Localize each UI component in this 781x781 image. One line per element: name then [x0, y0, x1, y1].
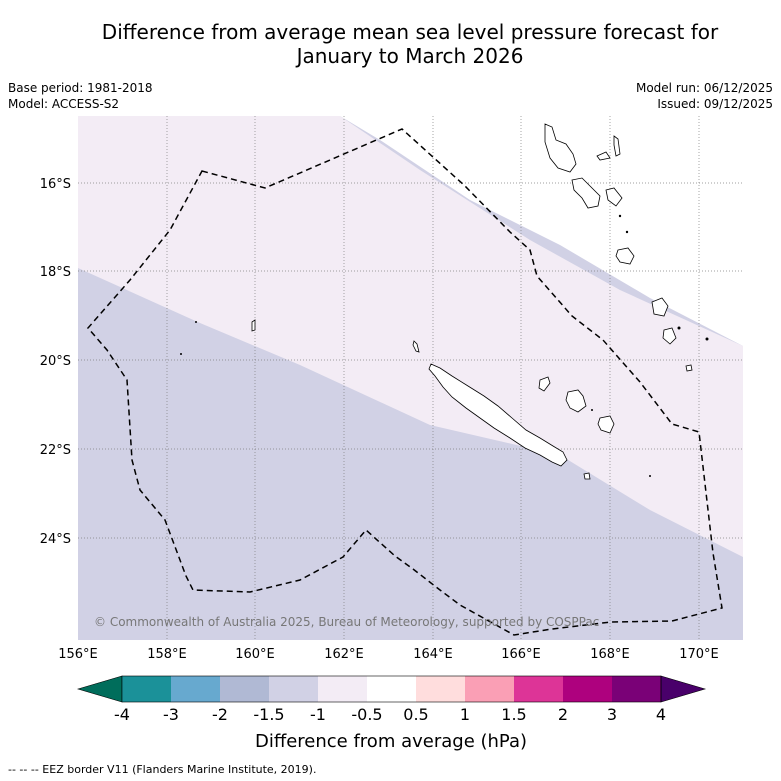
eez-border	[87, 128, 723, 636]
islet	[705, 337, 709, 341]
pentecost-island	[605, 187, 623, 207]
lat-label: 20°S	[40, 354, 71, 369]
colorbar-tick-label: 0.5	[403, 705, 428, 724]
lon-label: 170°E	[679, 647, 719, 662]
eez-footnote: -- -- -- EEZ border V11 (Flanders Marine…	[8, 763, 317, 776]
islets	[180, 214, 709, 477]
efate-island	[615, 247, 635, 265]
colorbar-tick-label: 2	[558, 705, 568, 724]
colorbar-segment	[465, 676, 514, 702]
chart-title-line2: January to March 2026	[296, 44, 524, 68]
copyright-notice: © Commonwealth of Australia 2025, Bureau…	[94, 615, 599, 629]
colorbar-segment	[122, 676, 171, 702]
colorbar-tick-label: -1	[310, 705, 326, 724]
colorbar-extend-high	[660, 675, 707, 703]
colorbar: -4 -3 -2 -1.5 -1 -0.5 0.5 1 1.5 2 3 4 Di…	[76, 675, 707, 752]
ambae-island	[596, 151, 611, 161]
erromango-island	[651, 297, 669, 317]
colorbar-tick-label: 1.5	[501, 705, 526, 724]
aneityum-island	[685, 364, 693, 372]
islet	[649, 475, 651, 477]
lat-label: 16°S	[40, 177, 71, 192]
colorbar-tick-label: -1.5	[253, 705, 284, 724]
colorbar-segment	[171, 676, 220, 702]
colorbar-segment	[563, 676, 612, 702]
lon-label: 166°E	[501, 647, 541, 662]
lifou-island	[565, 389, 587, 413]
colorbar-segment	[416, 676, 465, 702]
colorbar-frame	[121, 675, 662, 703]
malakula-island	[571, 177, 601, 209]
issued-date: Issued: 09/12/2025	[657, 97, 773, 111]
ouvea-island	[538, 376, 551, 392]
graticule	[78, 116, 743, 640]
chesterfield-island	[251, 319, 256, 332]
islet	[677, 326, 681, 330]
lat-label: 24°S	[40, 532, 71, 547]
colorbar-tick-label: -2	[212, 705, 228, 724]
lon-label: 158°E	[147, 647, 187, 662]
colorbar-segment	[269, 676, 318, 702]
islet	[591, 409, 593, 411]
colorbar-tick-label: 3	[607, 705, 617, 724]
colorbar-title: Difference from average (hPa)	[255, 731, 527, 752]
colorbar-tick-label: -4	[114, 705, 130, 724]
colorbar-tick-label: 1	[460, 705, 470, 724]
belep-island	[412, 340, 420, 353]
colorbar-tick-label: 4	[656, 705, 666, 724]
espiritu-santo-island	[544, 123, 577, 173]
colorbar-tick-label: -0.5	[351, 705, 382, 724]
chart-title-line1: Difference from average mean sea level p…	[101, 20, 719, 44]
colorbar-tick-label: -3	[163, 705, 179, 724]
lon-label: 164°E	[413, 647, 453, 662]
lon-label: 168°E	[590, 647, 630, 662]
islet	[180, 353, 182, 355]
colorbar-segment	[612, 676, 661, 702]
lat-label: 18°S	[40, 265, 71, 280]
lon-label: 156°E	[58, 647, 98, 662]
isle-of-pines-island	[583, 472, 591, 480]
lon-label: 160°E	[235, 647, 275, 662]
mare-island	[597, 415, 615, 434]
longitude-labels: 156°E 158°E 160°E 162°E 164°E 166°E 168°…	[58, 647, 719, 662]
tanna-island	[662, 327, 677, 345]
islet	[618, 214, 622, 218]
map-area: © Commonwealth of Australia 2025, Bureau…	[78, 116, 743, 640]
maewo-island	[613, 135, 621, 157]
base-period: Base period: 1981-2018	[8, 81, 153, 95]
latitude-labels: 16°S 18°S 20°S 22°S 24°S	[40, 177, 71, 547]
anomaly-band-minus1-to-minus0.5	[78, 116, 743, 557]
new-caledonia-island	[428, 363, 568, 467]
islands	[251, 123, 693, 480]
lat-label: 22°S	[40, 443, 71, 458]
colorbar-segment	[514, 676, 563, 702]
colorbar-segment	[220, 676, 269, 702]
islet	[195, 321, 197, 323]
lon-label: 162°E	[324, 647, 364, 662]
islet	[625, 230, 629, 234]
colorbar-extend-low	[76, 675, 123, 703]
model-run: Model run: 06/12/2025	[635, 81, 773, 95]
model-name: Model: ACCESS-S2	[8, 97, 120, 111]
anomaly-band-minus0.5-to-0.5	[340, 116, 743, 346]
colorbar-segment	[318, 676, 367, 702]
colorbar-segment	[367, 676, 416, 702]
